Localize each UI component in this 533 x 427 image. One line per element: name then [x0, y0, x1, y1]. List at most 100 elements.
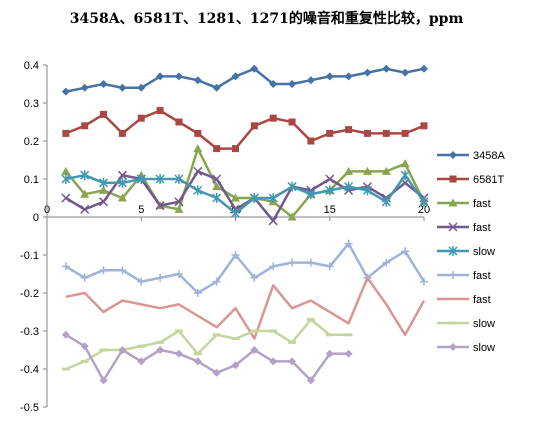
data-point	[117, 177, 127, 188]
legend-item: fast	[437, 222, 491, 234]
y-tick-label: 0.4	[24, 60, 39, 72]
data-point	[137, 277, 146, 286]
data-point	[306, 189, 316, 200]
legend-item: slow	[437, 318, 495, 330]
data-point	[80, 170, 90, 181]
legend-item: 6581T	[437, 174, 504, 186]
data-point	[449, 151, 457, 159]
data-point	[250, 273, 259, 282]
data-point	[420, 277, 428, 286]
series-line	[64, 147, 426, 219]
data-point	[232, 145, 239, 153]
data-point	[61, 174, 71, 184]
legend-item: slow	[437, 342, 495, 354]
data-point	[156, 107, 164, 115]
data-point	[193, 185, 203, 196]
data-point	[325, 185, 335, 196]
data-point	[174, 72, 183, 81]
data-point	[174, 270, 183, 278]
data-point	[344, 72, 353, 81]
legend-label: fast	[473, 270, 491, 282]
data-point	[344, 181, 354, 192]
data-point	[382, 64, 391, 73]
data-point	[401, 247, 410, 256]
data-point	[80, 342, 89, 351]
data-point	[306, 258, 315, 267]
x-tick-label: 0	[44, 204, 50, 216]
legend-label: slow	[473, 342, 495, 354]
data-point	[288, 118, 296, 126]
data-point	[137, 114, 145, 122]
data-point	[175, 118, 183, 126]
data-point	[449, 343, 457, 351]
data-point	[288, 258, 297, 267]
data-point	[118, 129, 126, 137]
data-point	[62, 129, 70, 137]
data-point	[287, 212, 297, 221]
y-tick-label: -0.4	[20, 364, 39, 376]
data-point	[61, 193, 71, 203]
legend-item: slow	[437, 246, 495, 258]
data-point	[137, 357, 146, 366]
y-tick-label: -0.2	[20, 288, 39, 300]
data-point	[155, 201, 165, 211]
data-point	[212, 368, 221, 377]
data-point	[268, 216, 278, 226]
series-2	[62, 107, 428, 153]
x-tick-label: 15	[324, 204, 336, 216]
data-point	[288, 357, 297, 366]
y-tick-label: 0	[33, 212, 39, 224]
data-point	[231, 72, 240, 81]
legend-label: fast	[473, 222, 491, 234]
data-point	[100, 110, 108, 118]
series-line	[65, 109, 425, 150]
data-point	[174, 349, 183, 358]
data-point	[381, 196, 391, 207]
data-point	[268, 193, 278, 203]
data-point	[345, 126, 353, 134]
data-point	[118, 346, 127, 354]
data-point	[213, 145, 221, 153]
data-point	[212, 83, 221, 92]
data-point	[325, 174, 335, 184]
data-point	[174, 204, 184, 213]
legend-label: slow	[473, 318, 495, 330]
data-point	[99, 80, 108, 88]
y-tick-label: 0.2	[24, 136, 39, 148]
data-point	[61, 330, 70, 339]
data-point	[250, 122, 258, 130]
data-point	[448, 198, 458, 207]
data-point	[193, 357, 202, 366]
data-point	[449, 175, 457, 183]
data-point	[156, 72, 165, 81]
data-point	[250, 64, 259, 73]
data-point	[61, 166, 71, 175]
data-point	[420, 122, 428, 130]
data-point	[193, 76, 202, 85]
data-point	[269, 114, 277, 122]
data-point	[363, 68, 372, 77]
data-point	[193, 289, 202, 297]
data-point	[231, 251, 240, 259]
data-point	[212, 174, 222, 184]
series-1	[61, 64, 428, 96]
data-point	[344, 166, 354, 175]
data-point	[230, 208, 241, 219]
data-point	[231, 361, 240, 370]
data-point	[362, 185, 372, 196]
data-point	[99, 197, 109, 207]
data-point	[326, 129, 334, 137]
data-point	[363, 129, 371, 137]
data-point	[420, 64, 428, 73]
y-tick-label: 0.1	[24, 174, 39, 186]
data-point	[174, 174, 184, 184]
data-point	[306, 76, 315, 85]
data-point	[400, 159, 410, 168]
data-point	[344, 239, 353, 248]
data-point	[288, 80, 297, 88]
y-tick-label: -0.3	[20, 326, 39, 338]
series-line	[65, 276, 426, 340]
data-point	[80, 189, 90, 198]
series-line	[65, 333, 349, 382]
